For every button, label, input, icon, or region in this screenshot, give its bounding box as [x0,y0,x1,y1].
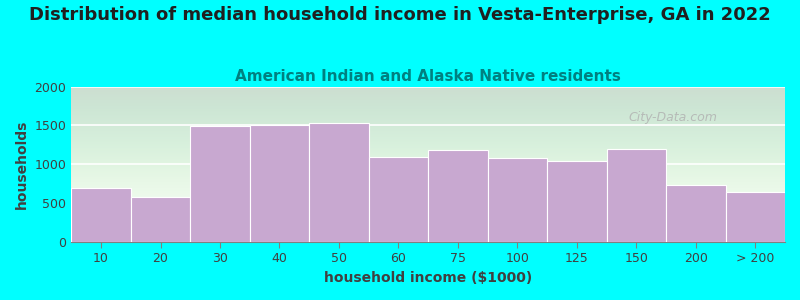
Bar [71,188,130,242]
Title: American Indian and Alaska Native residents: American Indian and Alaska Native reside… [235,69,621,84]
Bar [726,192,785,242]
Y-axis label: households: households [15,120,29,209]
Bar [309,123,369,242]
X-axis label: household income ($1000): household income ($1000) [324,271,532,285]
Bar [130,197,190,242]
Bar [666,185,726,242]
Bar [547,161,606,242]
Text: City-Data.com: City-Data.com [628,111,717,124]
Bar [488,158,547,242]
Bar [250,125,309,242]
Bar [606,149,666,242]
Bar [190,126,250,242]
Bar [369,157,428,242]
Bar [428,149,488,242]
Text: Distribution of median household income in Vesta-Enterprise, GA in 2022: Distribution of median household income … [29,6,771,24]
